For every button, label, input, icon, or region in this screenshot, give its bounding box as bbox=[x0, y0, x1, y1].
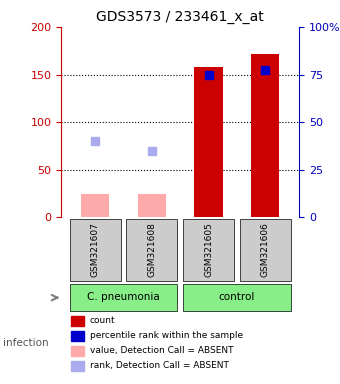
Text: GSM321608: GSM321608 bbox=[147, 223, 156, 278]
Bar bbox=[251, 53, 279, 217]
Text: GSM321607: GSM321607 bbox=[91, 223, 100, 278]
FancyBboxPatch shape bbox=[240, 218, 291, 281]
Bar bbox=[81, 194, 109, 217]
Text: rank, Detection Call = ABSENT: rank, Detection Call = ABSENT bbox=[90, 361, 228, 370]
Text: GSM321606: GSM321606 bbox=[261, 223, 270, 278]
Text: infection: infection bbox=[3, 338, 49, 348]
FancyBboxPatch shape bbox=[126, 218, 177, 281]
Text: control: control bbox=[219, 292, 255, 302]
Title: GDS3573 / 233461_x_at: GDS3573 / 233461_x_at bbox=[96, 10, 264, 25]
Bar bbox=[71, 346, 84, 356]
FancyBboxPatch shape bbox=[183, 284, 291, 311]
FancyBboxPatch shape bbox=[70, 218, 121, 281]
Bar bbox=[71, 316, 84, 326]
FancyBboxPatch shape bbox=[183, 218, 234, 281]
Bar bbox=[71, 331, 84, 341]
Text: value, Detection Call = ABSENT: value, Detection Call = ABSENT bbox=[90, 346, 233, 355]
Text: GSM321605: GSM321605 bbox=[204, 223, 213, 278]
Text: percentile rank within the sample: percentile rank within the sample bbox=[90, 331, 243, 340]
FancyBboxPatch shape bbox=[70, 284, 177, 311]
Bar bbox=[71, 361, 84, 371]
Text: C. pneumonia: C. pneumonia bbox=[87, 292, 160, 302]
Bar bbox=[194, 67, 223, 217]
Bar bbox=[138, 194, 166, 217]
Text: count: count bbox=[90, 316, 115, 325]
